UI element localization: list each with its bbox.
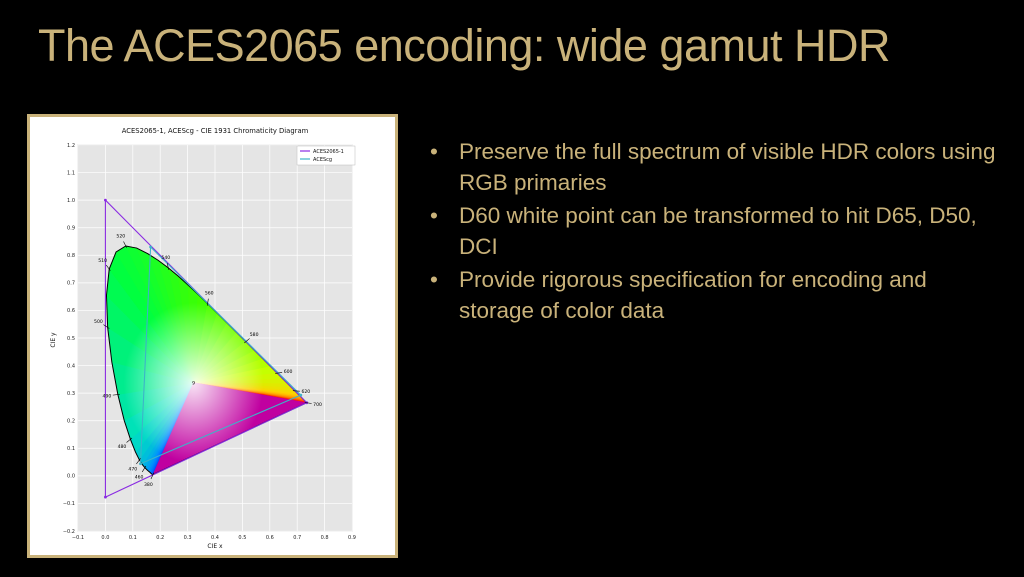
y-tick-label: 0.2 [67,419,75,425]
y-tick-label: 1.0 [67,198,75,204]
primary-point [104,198,107,202]
wavelength-label: 560 [205,290,214,296]
x-tick-label: −0.1 [72,535,84,541]
y-tick-label: 0.4 [67,363,75,369]
y-tick-label: −0.1 [63,501,75,507]
bullet-dot: • [430,267,438,292]
wavelength-label: 500 [94,319,103,325]
wavelength-tick [150,472,155,480]
wavelength-tick [136,458,141,465]
x-tick-label: 0.5 [238,535,246,541]
white-point-label: 9 [192,380,195,386]
wavelength-tick [244,338,250,344]
primary-point [299,393,303,397]
white-glow [123,302,264,463]
bullet-item: • Preserve the full spectrum of visible H… [430,136,1000,198]
y-tick-label: 1.1 [67,170,75,176]
wavelength-label: 510 [98,258,107,264]
wavelength-tick [141,465,147,473]
y-axis-label: CIE y [50,332,57,348]
x-tick-label: 0.3 [184,535,192,541]
wavelength-tick [103,324,110,329]
gamut-triangles [104,198,309,499]
wavelength-tick [112,393,120,396]
wavelength-tick [275,372,283,374]
x-tick-label: 0.0 [101,535,109,541]
x-tick-label: 0.8 [321,535,329,541]
legend-label-aces2065: ACES2065-1 [313,149,344,155]
x-tick-label: 0.1 [129,535,137,541]
chart-frame: 380 460 470 480 490 500 510 520 540 560 580 600 620 7… [27,114,398,558]
x-axis-label: CIE x [207,543,223,550]
chart-title: ACES2065-1, ACEScg - CIE 1931 Chromatici… [122,127,309,135]
y-tick-label: 0.9 [67,226,75,232]
bullet-text: Provide rigorous specification for encod… [459,267,927,323]
bullet-text: D60 white point can be transformed to hi… [459,203,977,259]
wavelength-label: 380 [144,482,153,488]
wavelength-tick [166,262,170,270]
wavelength-label: 460 [135,475,144,481]
wavelength-label: 600 [284,369,293,375]
y-tick-label: 0.0 [67,474,75,480]
x-tick-label: 0.2 [156,535,164,541]
wavelength-tick [126,437,133,443]
x-tick-label: 0.4 [211,535,219,541]
bullet-dot: • [430,203,438,228]
bullet-list: • Preserve the full spectrum of visible H… [430,136,1000,328]
wavelength-tick [105,264,111,271]
y-tick-label: 0.6 [67,308,75,314]
wavelength-label: 700 [313,402,322,408]
slide-title: The ACES2065 encoding: wide gamut HDR [38,20,891,71]
legend-label-acescg: ACEScg [313,157,332,163]
x-tick-label: 0.9 [348,535,356,541]
wavelength-tick [123,241,127,248]
wavelength-label: 480 [118,444,127,450]
bullet-dot: • [430,139,438,164]
primary-point [149,245,153,249]
legend: ACES2065-1 ACEScg [296,145,356,166]
y-tick-label: 1.2 [67,143,75,149]
wavelength-label: 580 [250,332,259,338]
bullet-text: Preserve the full spectrum of visible HD… [459,139,996,195]
y-tick-label: 0.7 [67,281,75,287]
y-tick-label: 0.8 [67,253,75,259]
wavelength-label: 540 [161,255,170,261]
x-tick-label: 0.7 [293,535,301,541]
wavelength-label: 490 [103,393,112,399]
wavelength-label: 620 [301,389,310,395]
bullet-item: • Provide rigorous specification for enco… [430,264,1000,326]
y-tick-label: −0.2 [63,529,75,535]
wavelength-tick [304,402,312,404]
primary-point [139,462,142,466]
primary-point [104,495,107,499]
axis-ticks: −0.1 0.0 0.1 0.2 0.3 0.4 0.5 0.6 0.7 0.8 0.9−0.2−0… [63,143,356,541]
wavelength-label: 520 [116,234,125,240]
wavelength-tick [207,298,209,306]
y-tick-label: 0.5 [67,336,75,342]
wavelength-label: 470 [128,466,137,472]
bullet-item: • D60 white point can be transformed to h… [430,200,1000,262]
x-tick-label: 0.6 [266,535,274,541]
y-tick-label: 0.3 [67,391,75,397]
gamut-triangle-acescg [139,245,302,465]
y-tick-label: 0.1 [67,446,75,452]
